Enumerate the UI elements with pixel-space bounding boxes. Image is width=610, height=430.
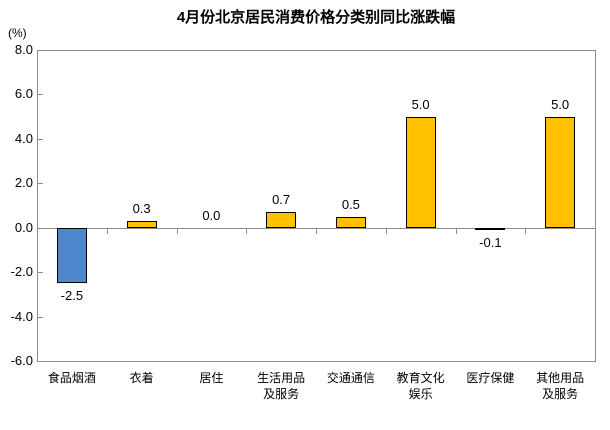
y-axis-label: 4.0 [14, 130, 33, 146]
category-label: 居住 [199, 371, 224, 385]
bar [545, 116, 576, 228]
bar [56, 227, 87, 284]
category-axis-tick [246, 229, 248, 234]
plot-area [37, 50, 596, 362]
zero-line [37, 228, 595, 229]
category-label: 教育文化 娱乐 [396, 371, 445, 401]
bar [405, 116, 436, 228]
category-label: 衣着 [129, 371, 154, 385]
bar-value-label: 5.0 [411, 96, 430, 112]
y-axis-label: -4.0 [10, 308, 33, 324]
bar-value-label: 5.0 [551, 96, 570, 112]
bar-value-label: -2.5 [60, 288, 84, 304]
category-axis-tick [455, 229, 457, 234]
bar [266, 212, 297, 228]
y-axis-tick [38, 316, 43, 318]
y-axis-label: 2.0 [14, 175, 33, 191]
bar [475, 227, 506, 230]
y-axis-label: 8.0 [14, 42, 33, 57]
y-axis-label: 0.0 [14, 219, 33, 235]
category-label: 生活用品 及服务 [257, 371, 306, 401]
y-axis-tick [38, 272, 43, 274]
y-axis-unit-label: (%) [8, 26, 27, 40]
category-label: 交通通信 [326, 371, 375, 385]
bar-value-label: 0.7 [272, 192, 291, 208]
bar-value-label: 0.0 [202, 207, 221, 223]
category-label: 其他用品 及服务 [536, 371, 585, 401]
y-axis-label: -6.0 [10, 353, 33, 368]
bar-value-label: 0.5 [341, 196, 360, 212]
category-axis-tick [385, 229, 387, 234]
category-axis-tick [525, 229, 527, 234]
category-label: 食品烟酒 [47, 371, 96, 385]
y-axis-tick [38, 183, 43, 185]
category-axis-tick [176, 229, 178, 234]
bar-value-label: -0.1 [479, 234, 502, 250]
chart-title: 4月份北京居民消费价格分类别同比涨跌幅 [176, 9, 456, 26]
y-axis-tick [38, 94, 43, 96]
bar [126, 221, 157, 228]
category-axis-tick [316, 229, 317, 234]
y-axis-label: 6.0 [14, 86, 33, 102]
y-axis-tick [38, 138, 43, 140]
category-axis-tick [106, 229, 108, 234]
y-axis-label: -2.0 [10, 264, 33, 280]
bar [335, 216, 366, 228]
bar-value-label: 0.3 [132, 201, 151, 217]
category-label: 医疗保健 [466, 371, 515, 385]
